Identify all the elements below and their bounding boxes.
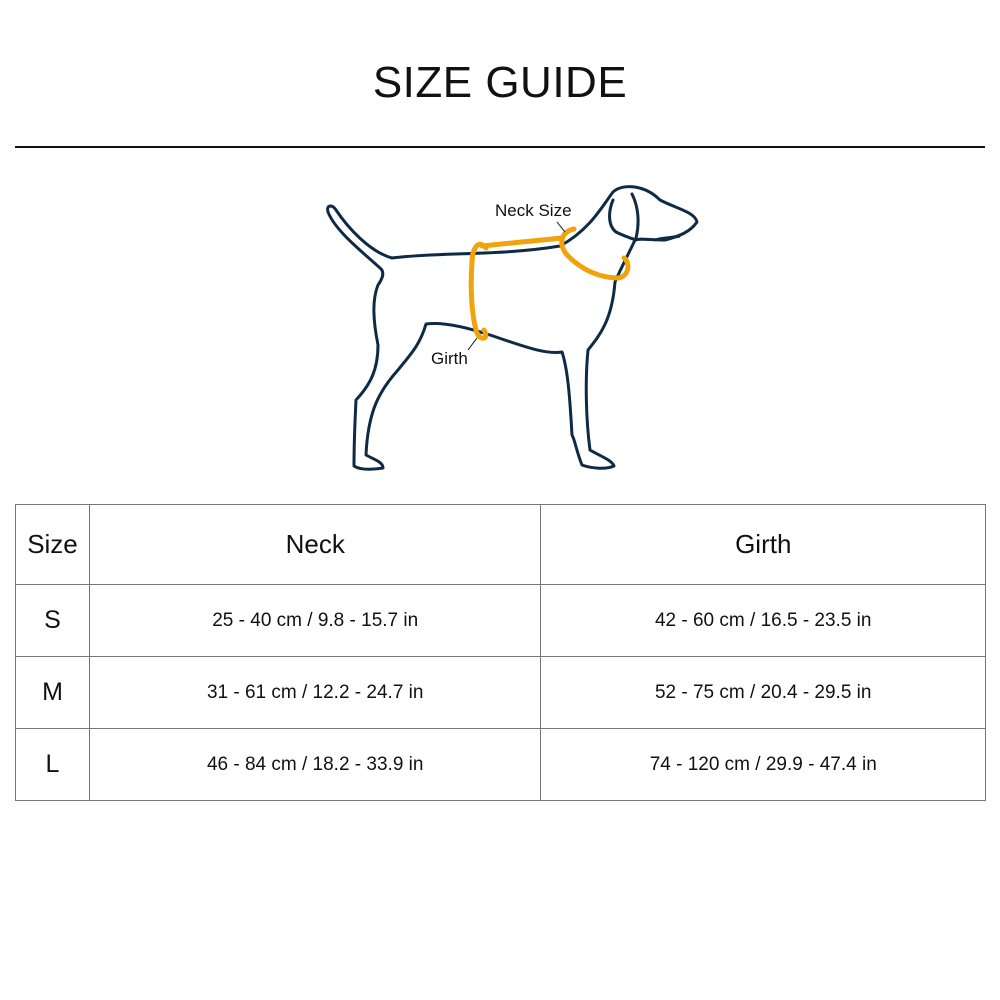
neck-cell: 46 - 84 cm / 18.2 - 33.9 in	[88, 728, 542, 801]
girth-label: Girth	[431, 349, 468, 368]
page-title: SIZE GUIDE	[372, 58, 628, 107]
header-size: Size	[15, 504, 90, 585]
size-table: Size Neck Girth S 25 - 40 cm / 9.8 - 15.…	[15, 504, 986, 801]
neck-cell: 31 - 61 cm / 12.2 - 24.7 in	[88, 656, 542, 729]
table-row: M 31 - 61 cm / 12.2 - 24.7 in 52 - 75 cm…	[15, 656, 986, 729]
divider	[15, 146, 985, 148]
table-row: S 25 - 40 cm / 9.8 - 15.7 in 42 - 60 cm …	[15, 584, 986, 657]
size-cell: S	[15, 584, 90, 657]
neck-leader-line	[556, 221, 566, 233]
header-girth: Girth	[540, 504, 986, 585]
header-neck: Neck	[88, 504, 542, 585]
table-row: L 46 - 84 cm / 18.2 - 33.9 in 74 - 120 c…	[15, 728, 986, 801]
dog-eye-line	[654, 234, 681, 242]
dog-ear	[608, 192, 640, 242]
neck-size-label: Neck Size	[495, 201, 572, 220]
harness	[468, 226, 631, 341]
table-header-row: Size Neck Girth	[15, 504, 986, 585]
neck-cell: 25 - 40 cm / 9.8 - 15.7 in	[88, 584, 542, 657]
dog-measurement-diagram: Neck Size Girth	[326, 185, 699, 471]
size-cell: L	[15, 728, 90, 801]
size-cell: M	[15, 656, 90, 729]
girth-leader-line	[467, 337, 478, 351]
dog-outline	[326, 185, 699, 471]
girth-cell: 42 - 60 cm / 16.5 - 23.5 in	[540, 584, 986, 657]
girth-cell: 74 - 120 cm / 29.9 - 47.4 in	[540, 728, 986, 801]
girth-cell: 52 - 75 cm / 20.4 - 29.5 in	[540, 656, 986, 729]
